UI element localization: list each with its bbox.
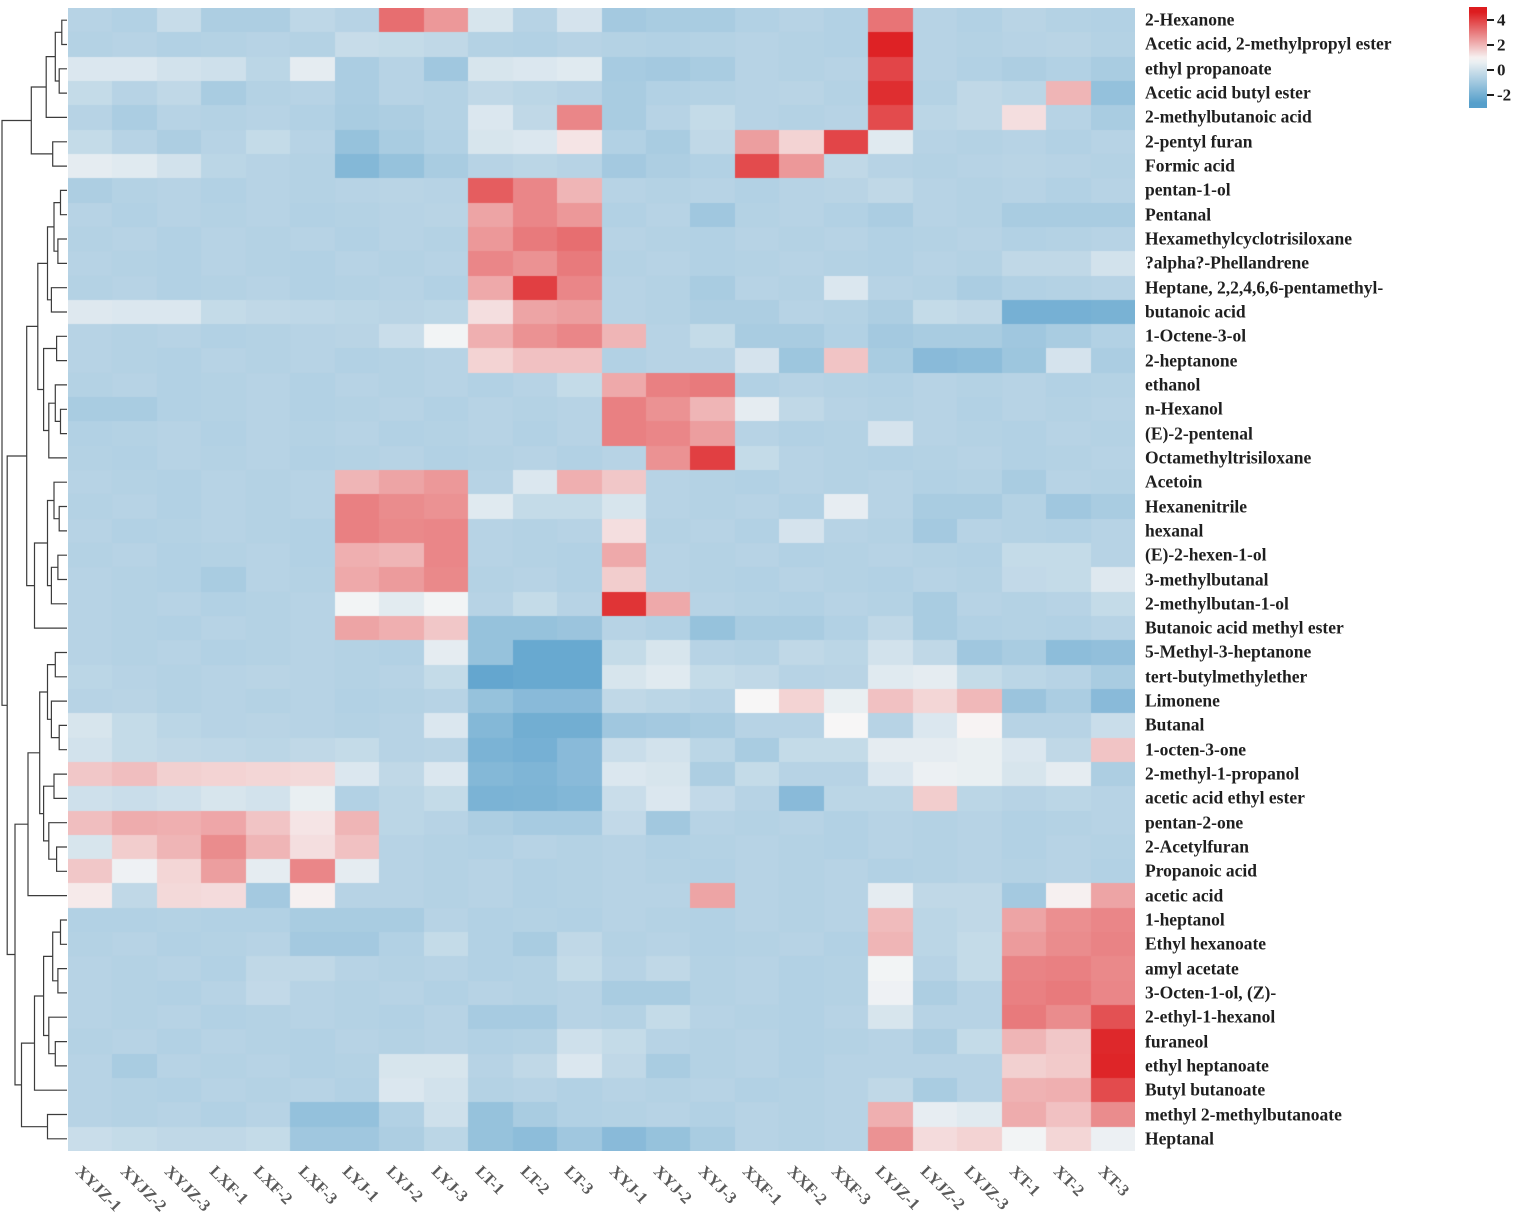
row-label: Ethyl hexanoate — [1145, 933, 1267, 954]
colorbar-tick-mark — [1487, 43, 1494, 46]
column-label: LXF-3 — [294, 1161, 341, 1209]
column-label: LXF-2 — [250, 1161, 297, 1209]
colorbar-tick-label: -2 — [1497, 85, 1512, 105]
row-label: acetic acid ethyl ester — [1145, 787, 1305, 808]
heatmap-grid — [68, 8, 1135, 1151]
row-label: Acetic acid, 2-methylpropyl ester — [1145, 33, 1392, 54]
row-label: Acetic acid butyl ester — [1145, 82, 1311, 103]
row-label: 3-methylbutanal — [1145, 568, 1269, 589]
row-label: Heptanal — [1145, 1128, 1215, 1149]
column-label: LYJ-3 — [427, 1161, 472, 1206]
column-label: XYJ-1 — [605, 1161, 652, 1208]
row-label: Hexamethylcyclotrisiloxane — [1145, 228, 1353, 249]
row-label: Formic acid — [1145, 155, 1235, 176]
dendrogram-lines — [1, 19, 67, 1140]
column-label: LT-1 — [472, 1161, 509, 1199]
row-label: 1-Octene-3-ol — [1145, 325, 1247, 346]
row-label: Butanal — [1145, 714, 1205, 735]
row-label: 2-ethyl-1-hexanol — [1145, 1006, 1276, 1027]
row-label: 2-Hexanone — [1145, 9, 1235, 30]
column-label: LYJZ-1 — [872, 1161, 925, 1214]
column-label: XYJZ-3 — [161, 1161, 215, 1216]
colorbar-gradient — [1469, 7, 1487, 108]
row-label: amyl acetate — [1145, 957, 1239, 978]
colorbar-legend: 4 2 0 -2 — [1469, 7, 1535, 117]
column-label: XT-3 — [1094, 1161, 1134, 1200]
column-label: LYJ-1 — [338, 1161, 384, 1206]
column-label: LYJZ-2 — [916, 1161, 969, 1214]
colorbar-tick-label: 0 — [1497, 60, 1506, 80]
colorbar-tick-mark — [1487, 94, 1494, 97]
row-label: Hexanenitrile — [1145, 495, 1248, 516]
column-label: XXF-3 — [827, 1161, 876, 1209]
colorbar-tick-label: 4 — [1497, 10, 1506, 30]
column-label: LYJ-2 — [383, 1161, 428, 1206]
row-label: 2-pentyl furan — [1145, 131, 1253, 151]
row-label: 1-octen-3-one — [1145, 738, 1247, 759]
row-label: (E)-2-pentenal — [1145, 422, 1253, 443]
row-label: Limonene — [1145, 690, 1220, 711]
row-label: methyl 2-methylbutanoate — [1145, 1103, 1342, 1124]
row-label: 3-Octen-1-ol, (Z)- — [1145, 982, 1277, 1003]
column-label: XXF-2 — [783, 1161, 831, 1209]
row-label: Butyl butanoate — [1145, 1079, 1266, 1100]
column-label: XYJZ-1 — [72, 1161, 126, 1216]
row-label: ethanol — [1145, 374, 1201, 395]
column-label: XT-1 — [1005, 1161, 1045, 1200]
row-label: ?alpha?-Phellandrene — [1145, 252, 1310, 273]
row-label: Propanoic acid — [1145, 860, 1257, 881]
row-label: 2-Acetylfuran — [1145, 836, 1250, 857]
row-label: 2-methylbutan-1-ol — [1145, 593, 1289, 614]
colorbar-tick-mark — [1487, 69, 1494, 72]
row-dendrogram — [1, 19, 67, 1140]
row-label: Acetoin — [1145, 471, 1203, 492]
row-label: butanoic acid — [1145, 301, 1246, 322]
row-label: Heptane, 2,2,4,6,6-pentamethyl- — [1145, 276, 1384, 297]
column-label: LT-3 — [561, 1161, 598, 1199]
column-label: XT-2 — [1050, 1161, 1089, 1200]
row-label: pentan-1-ol — [1145, 179, 1231, 200]
row-label: ethyl propanoate — [1145, 58, 1272, 79]
row-label: 2-methylbutanoic acid — [1145, 106, 1312, 127]
column-label: LYJZ-3 — [961, 1161, 1014, 1214]
row-label: 2-methyl-1-propanol — [1145, 763, 1300, 784]
column-label: LT-2 — [516, 1161, 554, 1199]
column-label: XYJZ-2 — [116, 1161, 171, 1216]
row-label: 2-heptanone — [1145, 349, 1238, 370]
colorbar-tick-label: 2 — [1497, 35, 1506, 55]
column-label: XYJ-2 — [650, 1161, 697, 1208]
row-label: (E)-2-hexen-1-ol — [1145, 544, 1267, 565]
colorbar-tick-mark — [1487, 18, 1494, 21]
row-label: pentan-2-one — [1145, 811, 1244, 832]
column-label: XXF-1 — [739, 1161, 787, 1209]
row-label: 5-Methyl-3-heptanone — [1145, 641, 1312, 662]
column-label: XYJ-3 — [694, 1161, 741, 1208]
row-label: tert-butylmethylether — [1145, 666, 1308, 687]
row-label: n-Hexanol — [1145, 398, 1223, 419]
row-label: 1-heptanol — [1145, 909, 1225, 930]
row-label: Butanoic acid methyl ester — [1145, 617, 1344, 638]
row-label: acetic acid — [1145, 884, 1224, 905]
row-label: furaneol — [1145, 1030, 1209, 1051]
row-label: ethyl heptanoate — [1145, 1055, 1269, 1076]
row-label: Pentanal — [1145, 203, 1212, 224]
row-label: hexanal — [1145, 520, 1204, 541]
row-label: Octamethyltrisiloxane — [1145, 447, 1312, 468]
